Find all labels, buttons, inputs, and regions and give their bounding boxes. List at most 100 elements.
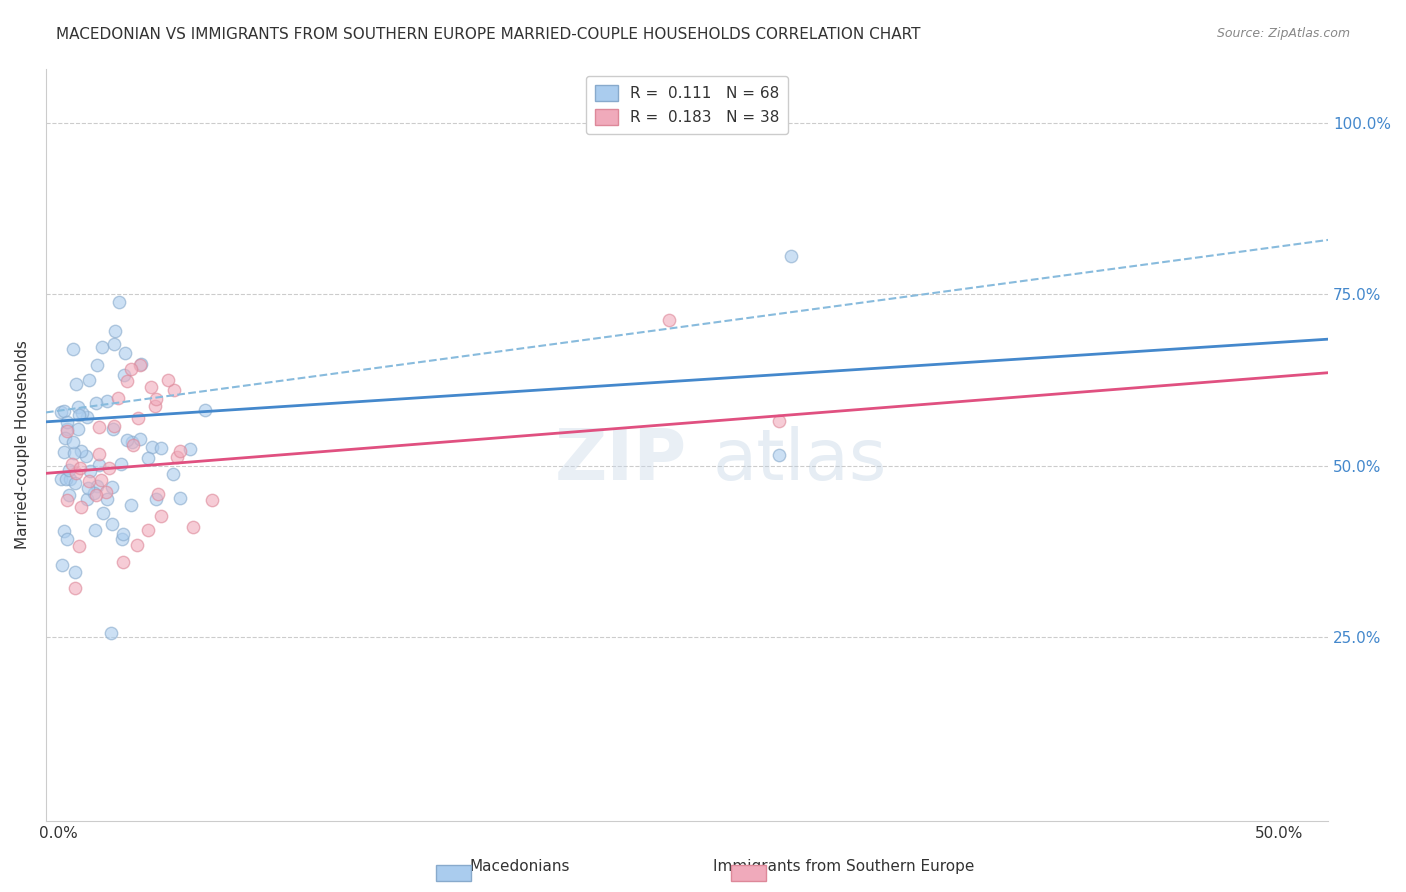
Point <box>63 581 86 595</box>
Point <box>94 485 117 500</box>
Point <box>103 336 125 351</box>
Point <box>60 457 83 471</box>
Point <box>127 411 149 425</box>
Point <box>84 523 107 537</box>
Point <box>163 384 186 398</box>
Point <box>76 481 98 495</box>
Point <box>62 445 84 459</box>
Point <box>67 422 90 436</box>
Point <box>115 434 138 448</box>
Point <box>107 391 129 405</box>
Point <box>70 443 93 458</box>
Y-axis label: Married-couple Households: Married-couple Households <box>15 341 30 549</box>
Point <box>112 526 135 541</box>
Point <box>149 508 172 523</box>
Point <box>77 475 100 489</box>
Point <box>145 491 167 506</box>
Point <box>84 396 107 410</box>
Point <box>768 448 790 462</box>
Point <box>53 431 76 445</box>
Point <box>121 434 143 449</box>
Point <box>76 491 98 506</box>
Point <box>145 392 167 407</box>
Point <box>55 415 77 429</box>
Point <box>779 249 801 263</box>
Point <box>194 403 217 417</box>
Point <box>201 493 224 508</box>
Text: atlas: atlas <box>713 425 887 494</box>
Point <box>128 432 150 446</box>
Point <box>97 461 120 475</box>
Point <box>56 424 79 438</box>
Text: MACEDONIAN VS IMMIGRANTS FROM SOUTHERN EUROPE MARRIED-COUPLE HOUSEHOLDS CORRELAT: MACEDONIAN VS IMMIGRANTS FROM SOUTHERN E… <box>56 27 921 42</box>
Point <box>56 532 79 546</box>
Point <box>67 539 90 553</box>
Text: Macedonians: Macedonians <box>470 859 571 874</box>
Point <box>166 450 188 464</box>
Point <box>127 538 149 552</box>
Point <box>120 362 142 376</box>
Point <box>49 405 72 419</box>
Point <box>79 464 101 478</box>
Point <box>112 368 135 382</box>
Point <box>141 440 163 454</box>
Point <box>66 400 89 414</box>
Point <box>103 419 125 434</box>
Point <box>56 493 79 508</box>
Point <box>169 444 191 458</box>
Point <box>129 357 152 371</box>
Point <box>136 451 159 466</box>
Point <box>101 422 124 436</box>
Point <box>114 346 136 360</box>
Point <box>181 520 204 534</box>
Point <box>58 487 80 501</box>
Point <box>111 555 134 569</box>
Point <box>162 467 184 482</box>
Point <box>101 516 124 531</box>
Point <box>90 474 112 488</box>
Point <box>69 460 91 475</box>
Point <box>157 373 180 387</box>
Point <box>89 419 111 434</box>
Point <box>122 438 145 452</box>
Point <box>136 523 159 537</box>
Point <box>53 404 76 418</box>
Point <box>59 473 82 487</box>
Point <box>768 414 790 428</box>
Point <box>63 475 86 490</box>
Point <box>58 462 80 476</box>
Point <box>51 558 73 572</box>
Point <box>76 409 98 424</box>
Point <box>87 447 110 461</box>
Point <box>148 487 170 501</box>
Point <box>70 500 93 514</box>
Point <box>91 506 114 520</box>
Point <box>65 466 87 480</box>
Point <box>65 376 87 391</box>
Point <box>51 471 73 485</box>
Point <box>83 486 105 500</box>
Point <box>120 498 142 512</box>
Point <box>77 373 100 387</box>
Text: Source: ZipAtlas.com: Source: ZipAtlas.com <box>1216 27 1350 40</box>
Point <box>70 406 93 420</box>
Point <box>62 343 84 357</box>
Point <box>55 472 77 486</box>
Point <box>149 442 172 456</box>
Point <box>63 565 86 579</box>
Point <box>104 324 127 338</box>
Point <box>84 488 107 502</box>
Text: Immigrants from Southern Europe: Immigrants from Southern Europe <box>713 859 974 874</box>
Point <box>143 399 166 413</box>
Text: ZIP: ZIP <box>555 425 688 494</box>
Point <box>129 358 152 372</box>
Point <box>139 380 162 394</box>
Point <box>179 442 201 456</box>
Point <box>96 491 118 506</box>
Point <box>53 524 76 539</box>
Point <box>62 435 84 450</box>
Point <box>111 532 134 546</box>
Point <box>90 340 112 354</box>
Point <box>53 445 76 459</box>
Point <box>75 449 97 463</box>
